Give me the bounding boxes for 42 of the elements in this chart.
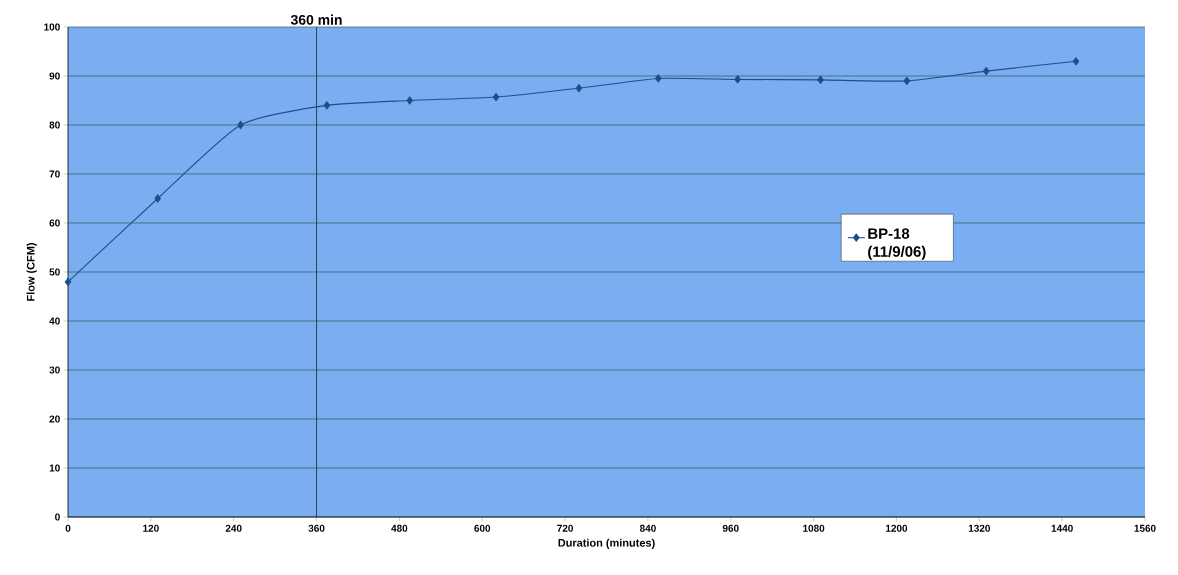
x-tick-label: 1080 — [803, 524, 825, 532]
x-tick-label: 360 — [308, 524, 325, 532]
y-tick-label: 100 — [44, 23, 60, 31]
point — [1072, 57, 1080, 66]
point — [64, 277, 72, 286]
x-tick-label: 0 — [65, 524, 71, 532]
y-tick-label: 50 — [49, 268, 60, 276]
point — [575, 84, 583, 93]
point — [982, 66, 990, 76]
y-tick-label: 10 — [49, 464, 60, 472]
x-tick-label: 1320 — [968, 524, 990, 532]
x-axis-title: Duration (minutes) — [558, 538, 655, 549]
y-tick-label: 20 — [49, 415, 60, 423]
ref-line-label: 360 min — [290, 14, 342, 25]
point — [406, 96, 413, 105]
y-tick-label: 0 — [55, 513, 60, 521]
x-tick-label: 1200 — [886, 524, 908, 532]
x-tick-label: 240 — [225, 524, 242, 532]
point — [154, 194, 161, 203]
x-tick-label: 1440 — [1051, 524, 1073, 532]
x-tick-label: 840 — [639, 524, 656, 532]
point — [492, 92, 500, 102]
y-tick-label: 90 — [49, 72, 60, 80]
y-axis-title: Flow (CFM) — [26, 243, 37, 301]
y-tick-label: 80 — [49, 121, 60, 129]
point — [237, 120, 244, 130]
x-tick-label: 120 — [143, 524, 159, 532]
x-tick-label: 720 — [557, 524, 573, 532]
point — [734, 75, 741, 84]
legend-label: BP-18 (11/9/06) — [868, 228, 926, 260]
x-tick-label: 600 — [474, 524, 491, 532]
x-tick-label: 960 — [722, 524, 739, 532]
y-tick-label: 60 — [49, 219, 60, 227]
point — [903, 76, 911, 86]
x-tick-label: 480 — [391, 524, 408, 532]
point — [817, 75, 824, 85]
point — [655, 74, 662, 83]
point — [323, 101, 331, 110]
y-tick-label: 30 — [49, 366, 60, 374]
x-tick-label: 1560 — [1134, 524, 1156, 532]
y-tick-label: 40 — [49, 317, 60, 325]
y-tick-label: 70 — [49, 170, 60, 178]
